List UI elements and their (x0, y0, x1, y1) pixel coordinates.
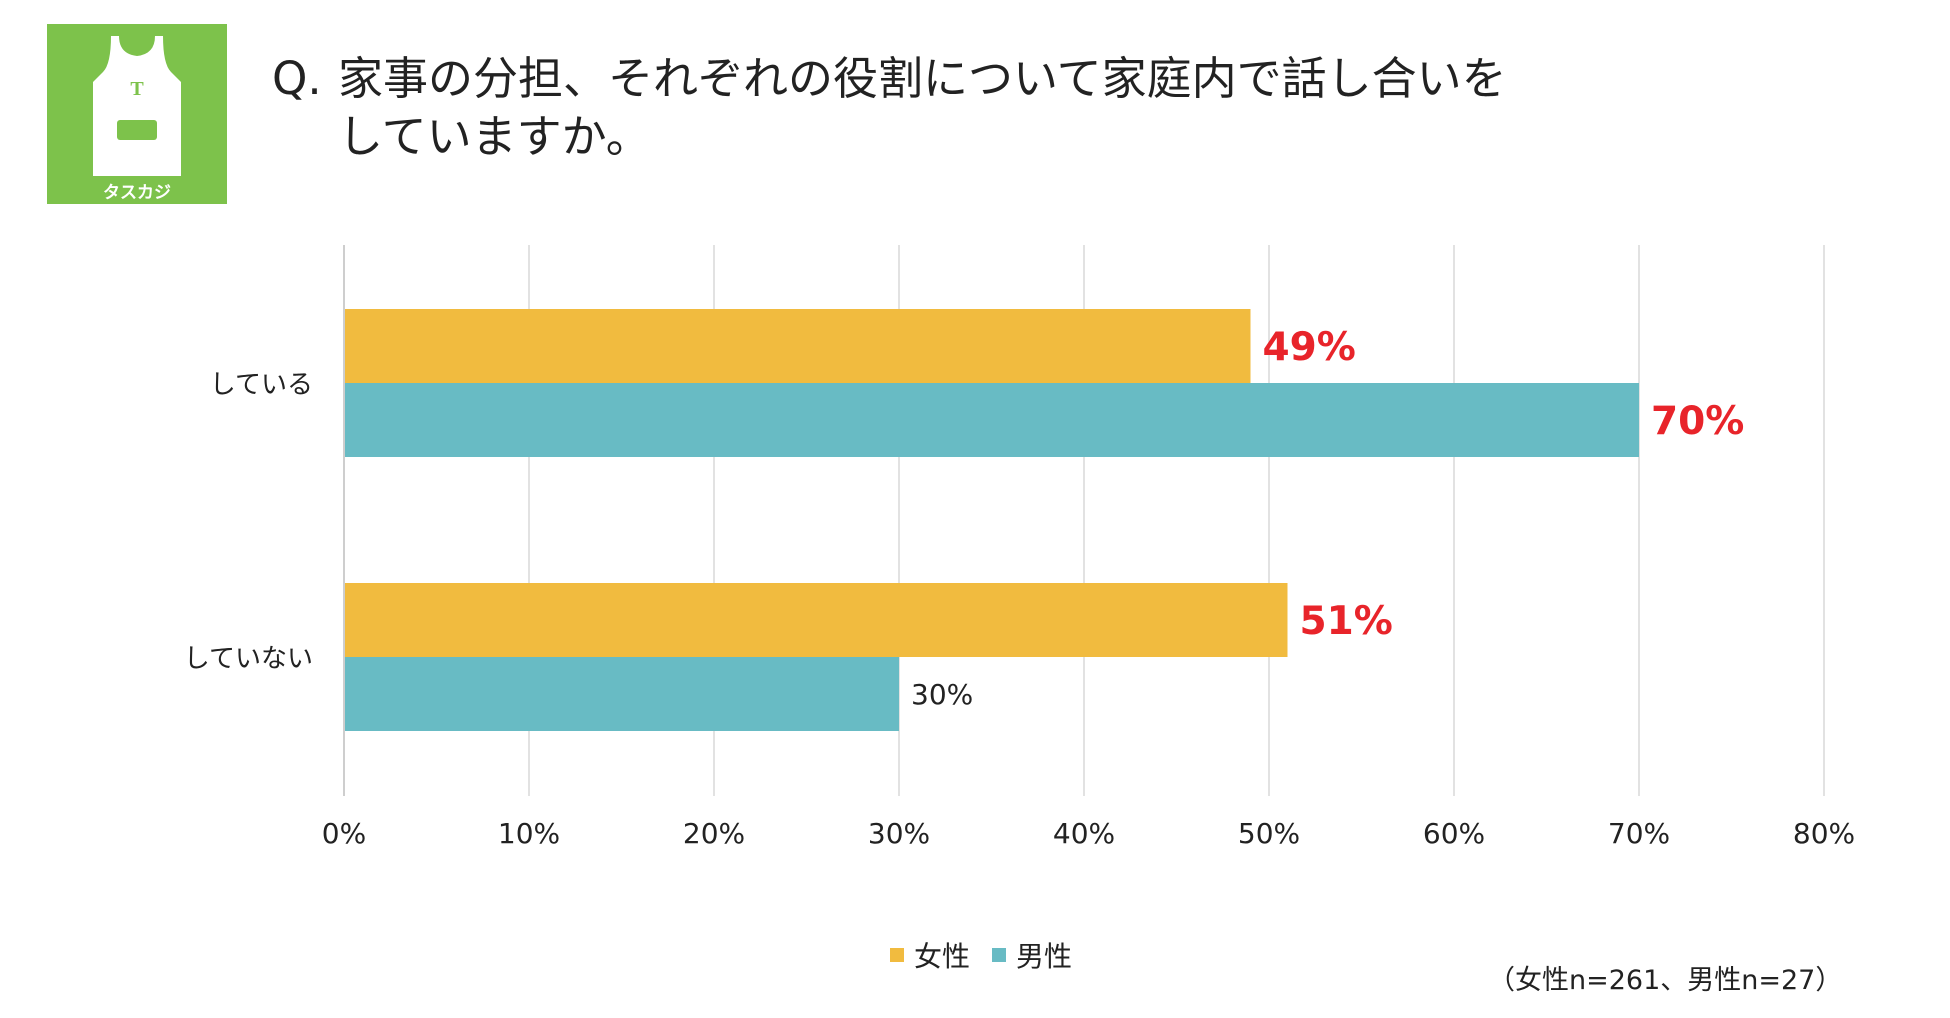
chart-legend: 女性 男性 (890, 935, 1094, 975)
x-tick-label: 60% (1423, 817, 1485, 850)
category-label: していない (184, 644, 313, 674)
title-line-1: 家事の分担、それぞれの役割について家庭内で話し合いを (338, 52, 1507, 105)
x-tick-label: 50% (1238, 817, 1300, 850)
legend-swatch-male (992, 948, 1007, 962)
data-label: 70% (1651, 399, 1744, 444)
bar-female (345, 583, 1288, 657)
page-title: Q. 家事の分担、それぞれの役割について家庭内で話し合いを していますか。 (272, 50, 1772, 166)
x-tick-label: 20% (683, 817, 745, 850)
x-tick-label: 40% (1053, 817, 1115, 850)
bar-male (345, 383, 1639, 457)
data-label: 49% (1263, 325, 1356, 370)
x-tick-label: 0% (322, 817, 366, 850)
logo-brand-text: タスカジ (103, 183, 171, 203)
sample-size-note: （女性n=261、男性n=27） (1488, 965, 1843, 996)
title-line-2: していますか。 (338, 110, 651, 163)
x-tick-label: 10% (498, 817, 560, 850)
legend-swatch-female (890, 948, 904, 962)
legend-label-female: 女性 (914, 940, 971, 973)
data-label: 51% (1300, 599, 1393, 644)
question-prefix: Q. (272, 52, 322, 105)
x-tick-label: 80% (1793, 817, 1855, 850)
legend-item-male: 男性 (992, 935, 1072, 975)
bars (345, 309, 1639, 731)
bar-male (345, 657, 899, 731)
apron-icon: T タスカジ (93, 36, 181, 203)
data-labels: 49% 70% 51% 30% (911, 325, 1744, 711)
bar-female (345, 309, 1251, 383)
logo-letter: T (130, 78, 144, 100)
brand-logo: T タスカジ (47, 24, 227, 204)
category-label: している (210, 370, 313, 400)
legend-label-male: 男性 (1016, 940, 1073, 973)
x-axis-ticks: 0% 10% 20% 30% 40% 50% 60% 70% 80% (322, 817, 1855, 850)
data-label: 30% (911, 678, 973, 711)
legend-item-female: 女性 (890, 935, 970, 975)
x-tick-label: 30% (868, 817, 930, 850)
x-tick-label: 70% (1608, 817, 1670, 850)
